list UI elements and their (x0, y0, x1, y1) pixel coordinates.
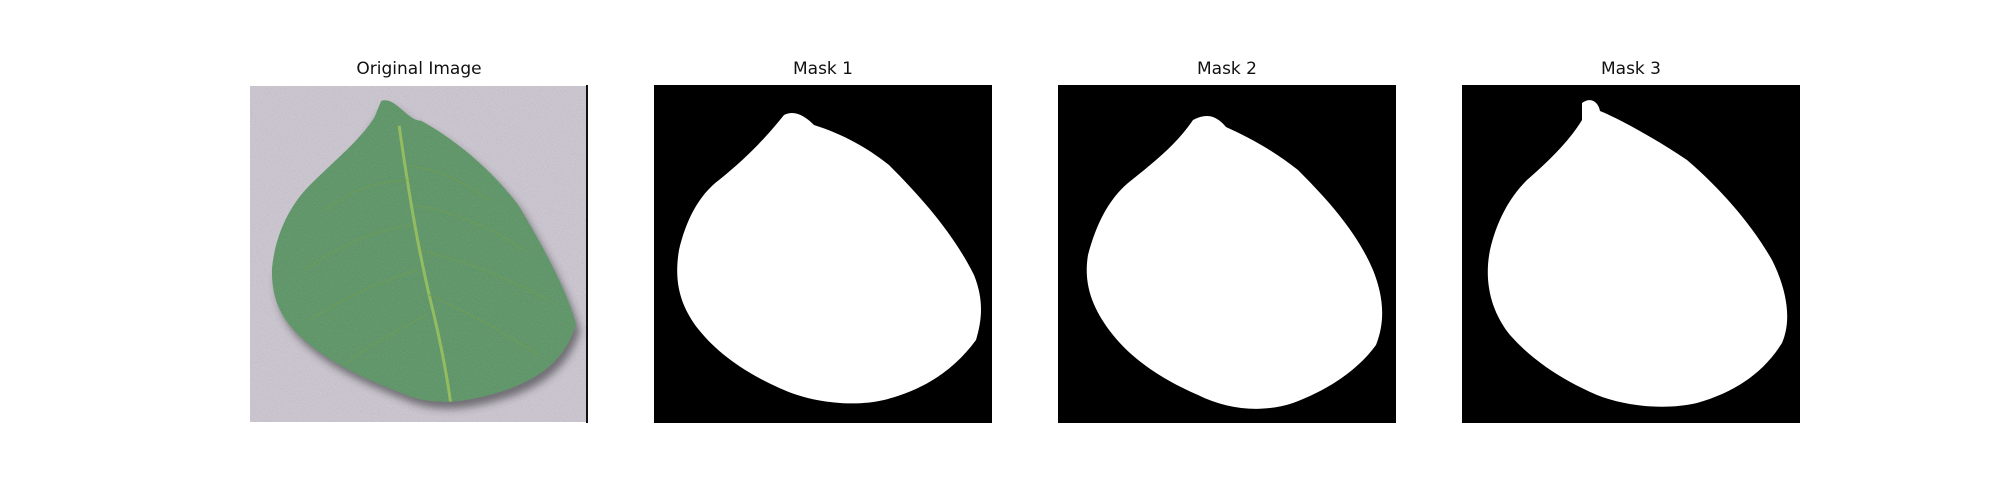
panel-title: Mask 2 (1196, 59, 1257, 79)
mask-2-image (1058, 85, 1396, 423)
panel-title: Mask 1 (792, 59, 853, 79)
panel-mask-1: Mask 1 (654, 55, 992, 423)
panel-mask-2: Mask 2 (1058, 55, 1396, 423)
panel-mask-3: Mask 3 (1462, 55, 1800, 423)
panel-title: Original Image (356, 59, 482, 79)
original-leaf-image (250, 85, 588, 423)
panel-title: Mask 3 (1600, 59, 1661, 79)
mask-3-image (1462, 85, 1800, 423)
panel-original-image: Original Image (250, 55, 588, 423)
mask-1-image (654, 85, 992, 423)
